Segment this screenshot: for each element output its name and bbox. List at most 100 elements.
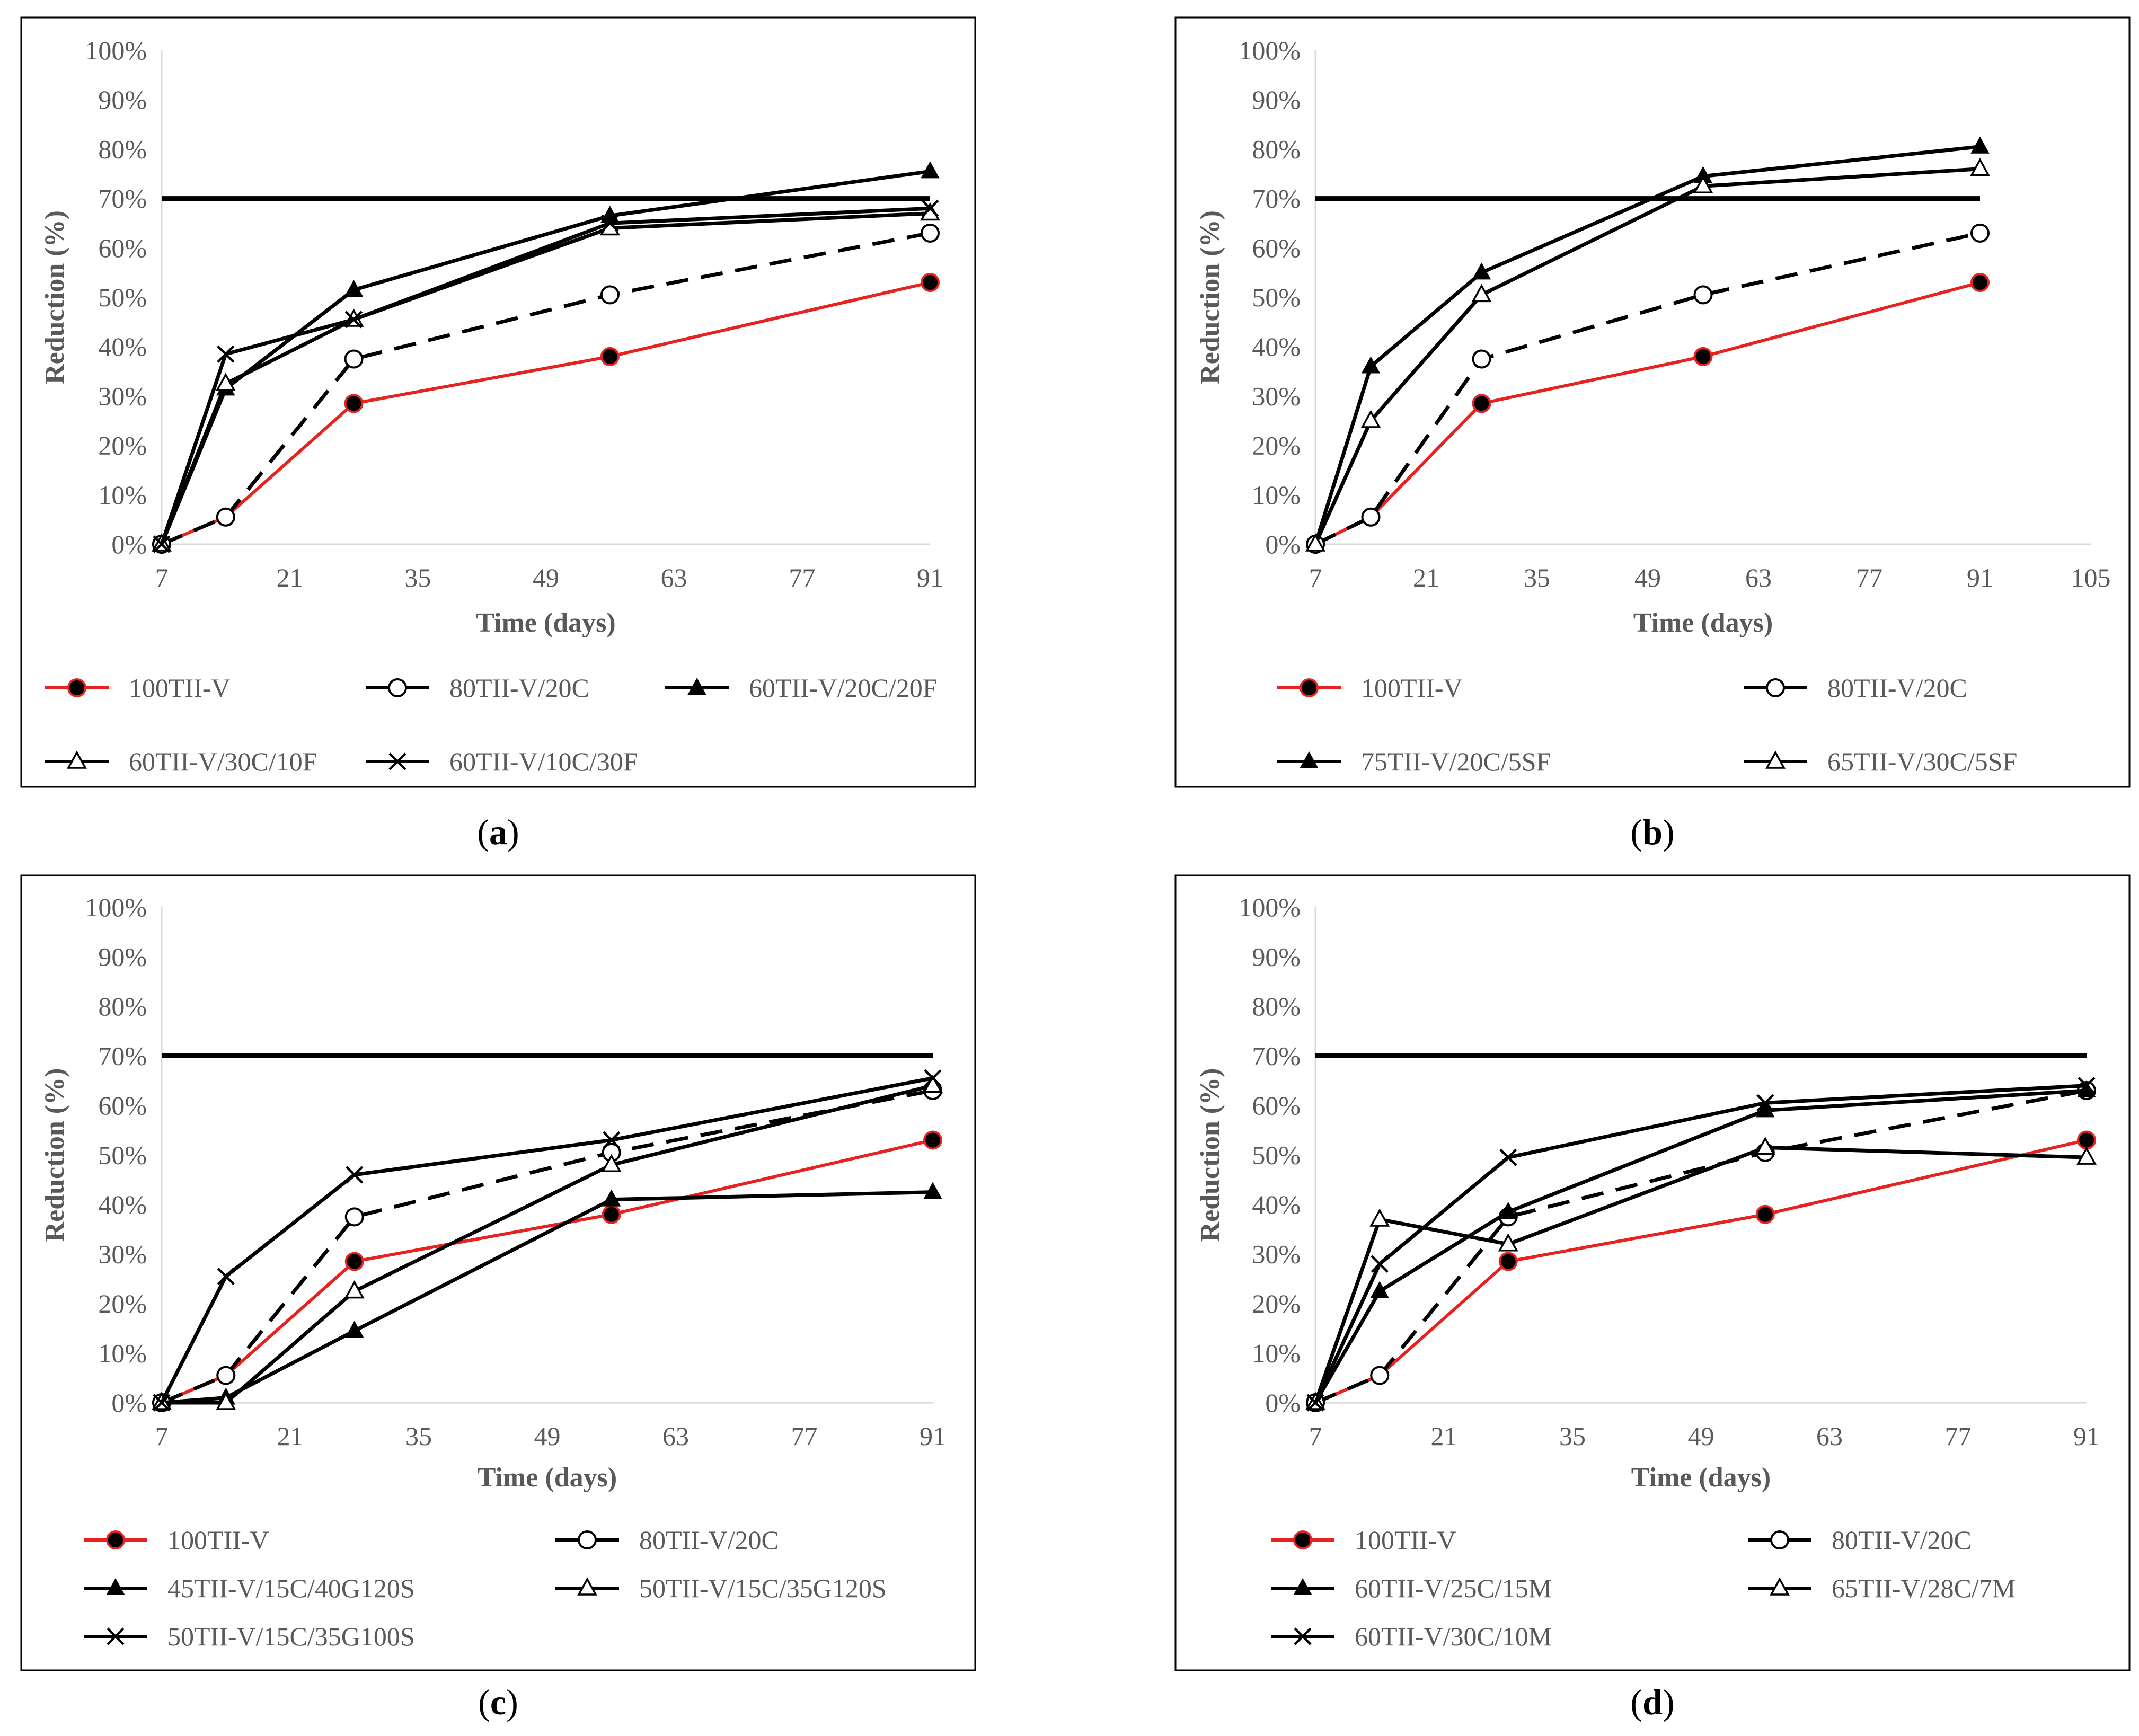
y-tick-label: 20%: [1252, 1289, 1301, 1318]
y-tick-label: 0%: [1265, 1388, 1301, 1418]
legend-entry: 80TII-V/20C: [555, 1525, 779, 1555]
data-point: [601, 1154, 622, 1172]
legend-marker: [106, 1578, 125, 1595]
data-point: [344, 1207, 364, 1227]
data-point: [344, 349, 364, 369]
legend-entry: 80TII-V/20C: [1744, 673, 1967, 703]
series-line: [161, 1088, 933, 1405]
data-point: [344, 394, 364, 413]
x-axis-label: Time (days): [478, 1463, 617, 1493]
legend-marker: [687, 677, 706, 695]
x-tick-label: 49: [1688, 1421, 1714, 1451]
x-tick-label: 77: [789, 563, 815, 592]
x-tick-label: 63: [662, 1421, 689, 1451]
legend-label: 65TII-V/30C/5SF: [1827, 747, 2017, 776]
x-tick-label: 35: [405, 1421, 432, 1451]
y-tick-label: 10%: [1252, 1339, 1301, 1368]
y-tick-label: 70%: [98, 184, 147, 214]
data-point: [1693, 347, 1713, 366]
y-tick-label: 10%: [98, 1339, 147, 1368]
y-tick-label: 90%: [1252, 942, 1301, 972]
series-line: [1313, 1145, 2087, 1404]
legend-entry: 50TII-V/15C/35G120S: [555, 1573, 887, 1603]
series-0: [1306, 273, 1990, 554]
legend-marker: [1300, 678, 1319, 697]
legend-label: 50TII-V/15C/35G100S: [167, 1622, 415, 1651]
series-line: [1314, 1138, 2087, 1404]
series-line: [1313, 145, 1981, 545]
data-point: [600, 285, 620, 305]
y-tick-label: 20%: [98, 1289, 147, 1318]
data-point: [217, 345, 235, 363]
y-tick-label: 70%: [98, 1041, 147, 1071]
data-point: [346, 1166, 364, 1184]
y-tick-label: 70%: [1252, 184, 1301, 214]
y-tick-label: 70%: [1252, 1041, 1301, 1071]
x-tick-label: 35: [1524, 563, 1550, 592]
data-point: [921, 223, 940, 243]
data-point: [1693, 285, 1713, 305]
x-tick-label: 7: [1309, 563, 1322, 592]
chart-panel-a: 0% 10% 20% 30% 40% 50% 60% 70% 80% 90% 100% 7 21 35 49…: [20, 16, 976, 852]
y-tick-label: 10%: [1252, 480, 1301, 510]
legend-entry: 60TII-V/10C/30F: [366, 747, 638, 776]
y-tick-label: 90%: [1252, 85, 1301, 114]
data-point: [1361, 507, 1381, 527]
series-2: [152, 1182, 942, 1410]
data-point: [2078, 1077, 2096, 1095]
chart-panel-b: 0% 10% 20% 30% 40% 50% 60% 70% 80% 90% 100% 7 21 35 49…: [1174, 16, 2131, 852]
data-point: [921, 161, 940, 179]
y-tick-label: 80%: [1252, 134, 1301, 164]
series-line: [1314, 231, 1981, 546]
legend-marker: [1770, 1530, 1789, 1549]
panel-frame: [1174, 16, 2131, 788]
y-tick-label: 10%: [98, 480, 147, 510]
y-axis-label: Reduction (%): [1195, 1068, 1225, 1242]
data-point: [923, 1182, 942, 1199]
data-point: [600, 347, 620, 366]
legend-entry: 100TII-V: [45, 673, 231, 703]
y-tick-label: 90%: [98, 942, 147, 972]
data-point: [1970, 223, 1990, 243]
data-point: [1472, 262, 1491, 280]
data-point: [216, 1392, 236, 1410]
legend-entry: 60TII-V/30C/10F: [45, 747, 317, 776]
data-point: [924, 1069, 942, 1087]
x-axis-label: Time (days): [476, 608, 615, 638]
x-tick-label: 77: [1856, 563, 1882, 592]
y-tick-label: 40%: [98, 1190, 147, 1219]
y-tick-label: 50%: [1252, 1140, 1301, 1170]
legend-entry: 50TII-V/15C/35G100S: [84, 1622, 415, 1651]
x-tick-label: 21: [1413, 563, 1439, 592]
data-point: [602, 1204, 621, 1224]
data-point: [153, 535, 171, 553]
data-point: [603, 1131, 621, 1149]
y-tick-label: 100%: [85, 892, 147, 922]
data-point: [1371, 1255, 1389, 1273]
series-2: [1306, 1080, 2096, 1410]
legend-marker: [1770, 1577, 1790, 1596]
data-point: [1970, 158, 1990, 176]
panel-frame: [20, 16, 976, 788]
x-tick-label: 35: [1559, 1421, 1586, 1451]
y-tick-label: 60%: [98, 1091, 147, 1120]
y-tick-label: 40%: [98, 332, 147, 361]
data-point: [1499, 1201, 1518, 1219]
legend-entry: 65TII-V/28C/7M: [1748, 1573, 2016, 1603]
legend-marker: [106, 1530, 125, 1549]
data-point: [2077, 1130, 2096, 1150]
data-point: [1370, 1366, 1390, 1385]
data-point: [1970, 136, 1990, 154]
series-1: [152, 223, 940, 554]
series-line: [161, 1138, 933, 1404]
data-point: [1305, 533, 1325, 552]
y-tick-label: 30%: [98, 381, 147, 411]
x-tick-label: 91: [2073, 1421, 2100, 1451]
x-tick-label: 91: [917, 563, 943, 592]
legend-entry: 80TII-V/20C: [366, 673, 589, 703]
y-tick-label: 0%: [111, 1388, 147, 1418]
series-line: [1313, 167, 1981, 545]
x-tick-label: 21: [1431, 1421, 1457, 1451]
legend-label: 100TII-V: [129, 673, 231, 703]
